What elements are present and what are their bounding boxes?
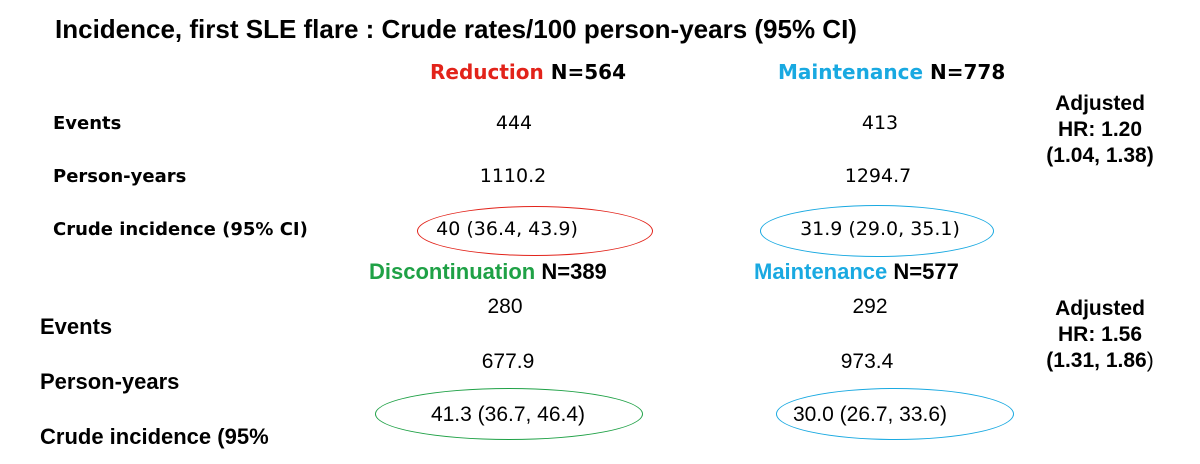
highlight-ellipse-maintenance-bottom [776, 388, 1014, 440]
adjusted-hr-bottom: Adjusted HR: 1.56 (1.31, 1.86) [1020, 296, 1180, 374]
adjusted-hr-bottom-close-paren: ) [1146, 349, 1154, 372]
row-label-person-years-bottom: Person-years [40, 369, 180, 394]
group-n-maintenance-bottom: N=577 [893, 259, 959, 284]
cell-events-discontinuation: 280 [487, 295, 523, 318]
row-label-crude-incidence-top: Crude incidence (95% CI) [53, 219, 308, 240]
cell-person-years-reduction: 1110.2 [479, 165, 547, 187]
row-label-events-top: Events [53, 113, 122, 134]
cell-events-reduction: 444 [495, 112, 533, 134]
cell-crude-incidence-maintenance-bottom: 30.0 (26.7, 33.6) [792, 403, 948, 426]
group-n-reduction: N=564 [550, 60, 626, 84]
adjusted-hr-bottom-line2: HR: 1.56 [1057, 323, 1143, 346]
highlight-ellipse-maintenance-top [760, 205, 994, 257]
adjusted-hr-top: Adjusted HR: 1.20 (1.04, 1.38) [1020, 91, 1180, 169]
adjusted-hr-bottom-line3: (1.31, 1.86) [1020, 348, 1180, 374]
row-label-events-bottom: Events [40, 314, 113, 339]
cell-events-maintenance-bottom: 292 [852, 295, 888, 318]
cell-crude-incidence-maintenance-top: 31.9 (29.0, 35.1) [800, 218, 960, 240]
adjusted-hr-top-line2: HR: 1.20 [1057, 118, 1143, 141]
cell-events-maintenance-top: 413 [861, 112, 899, 134]
highlight-ellipse-discontinuation [375, 388, 643, 440]
adjusted-hr-top-line1: Adjusted [1055, 92, 1145, 115]
adjusted-hr-top-line3: (1.04, 1.38) [1046, 144, 1154, 167]
group-header-maintenance-top: Maintenance N=778 [778, 60, 1005, 84]
cell-crude-incidence-reduction: 40 (36.4, 43.9) [436, 218, 578, 240]
group-n-discontinuation: N=389 [541, 259, 607, 284]
group-header-discontinuation: Discontinuation N=389 [369, 259, 607, 285]
group-n-maintenance-top: N=778 [929, 60, 1006, 84]
row-label-person-years-top: Person-years [53, 166, 187, 187]
group-header-maintenance-bottom: Maintenance N=577 [754, 259, 959, 285]
adjusted-hr-bottom-ci: (1.31, 1.86 [1046, 349, 1147, 372]
row-label-crude-incidence-bottom: Crude incidence (95% [40, 424, 269, 449]
cell-person-years-discontinuation: 677.9 [481, 350, 535, 373]
highlight-ellipse-reduction [417, 206, 653, 256]
cell-person-years-maintenance-top: 1294.7 [844, 165, 912, 187]
page-title: Incidence, first SLE flare : Crude rates… [55, 14, 857, 44]
group-name-maintenance-top: Maintenance [778, 60, 924, 84]
cell-person-years-maintenance-bottom: 973.4 [840, 350, 894, 373]
cell-crude-incidence-discontinuation: 41.3 (36.7, 46.4) [430, 403, 586, 426]
group-name-reduction: Reduction [430, 60, 544, 84]
group-header-reduction: Reduction N=564 [430, 60, 626, 84]
group-name-maintenance-bottom: Maintenance [754, 259, 888, 284]
adjusted-hr-bottom-line1: Adjusted [1055, 297, 1145, 320]
group-name-discontinuation: Discontinuation [369, 259, 536, 284]
